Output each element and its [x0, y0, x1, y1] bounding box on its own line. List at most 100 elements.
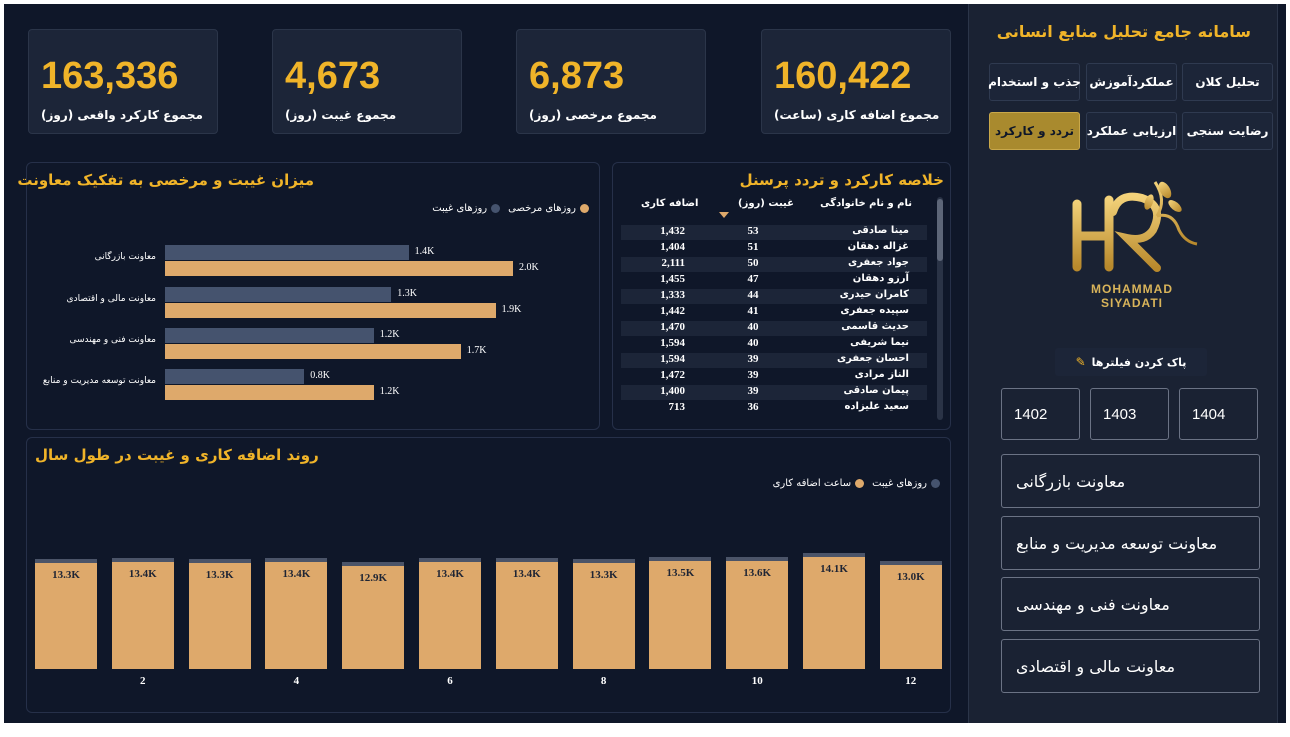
col-header-overtime[interactable]: اضافه کاری — [641, 198, 699, 209]
table-row: کامران حیدری 44 1,333 — [621, 289, 927, 304]
table-row: سپیده جعفری 41 1,442 — [621, 305, 927, 320]
x-tick-label: 12 — [905, 675, 917, 687]
x-tick-label: 10 — [751, 675, 763, 687]
table-row: الناز مرادی 39 1,472 — [621, 369, 927, 384]
nav-macro-analysis[interactable]: تحلیل کلان — [1182, 63, 1273, 101]
leave-legend-dot — [580, 204, 589, 213]
bar-overtime — [572, 563, 635, 669]
bar-absence — [649, 557, 712, 562]
bar-absence — [419, 558, 481, 563]
bar-label-leave: 1.2K — [379, 386, 400, 397]
personnel-summary-table: خلاصه کارکرد و تردد پرسنل نام و نام خانو… — [612, 162, 951, 430]
bar-absence — [165, 245, 409, 260]
cell-overtime: 1,442 — [660, 305, 685, 317]
cell-overtime: 1,472 — [660, 369, 685, 381]
cell-name: پیمان صادقی — [843, 385, 909, 396]
kpi-label: مجموع کارکرد واقعی (روز) — [41, 108, 203, 122]
kpi-card-leave: 6,873 مجموع مرخصی (روز) — [516, 29, 706, 134]
bar-absence — [572, 559, 635, 563]
bar-absence — [165, 369, 305, 384]
cell-overtime: 1,432 — [660, 225, 685, 237]
slicer-engineering[interactable]: معاونت فنی و مهندسی — [1001, 577, 1260, 631]
clear-filters-button[interactable]: پاک کردن فیلترها ✎ — [1055, 348, 1207, 376]
nav-attendance-active[interactable]: تردد و کارکرد — [989, 112, 1080, 150]
bar-absence — [342, 562, 405, 567]
bar-overtime — [495, 562, 558, 669]
x-tick-label: 8 — [600, 675, 607, 687]
chart-legend: روزهای مرخصی روزهای غیبت — [432, 203, 589, 214]
bar-overtime — [419, 562, 481, 669]
kpi-card-absence: 4,673 مجموع غیبت (روز) — [272, 29, 462, 134]
table-row: نیما شریفی 40 1,594 — [621, 337, 927, 352]
bar-absence — [35, 559, 97, 563]
x-tick-label: 4 — [293, 675, 300, 687]
table-row: پیمان صادقی 39 1,400 — [621, 385, 927, 400]
x-tick-label: 6 — [447, 675, 453, 687]
slicer-commerce[interactable]: معاونت بازرگانی — [1001, 454, 1260, 508]
kpi-card-actual-work: 163,336 مجموع کارکرد واقعی (روز) — [28, 29, 218, 134]
cell-name: نیما شریفی — [850, 337, 909, 348]
bar-overtime — [111, 562, 174, 669]
cell-absence: 51 — [747, 241, 759, 253]
hr-logo-mark-icon — [1072, 181, 1198, 272]
year-button-1404[interactable]: 1404 — [1179, 388, 1258, 440]
cell-absence: 41 — [747, 305, 759, 317]
nav-training[interactable]: عملکردآموزش — [1086, 63, 1177, 101]
cell-name: جواد جعفری — [848, 257, 909, 268]
kpi-label: مجموع اضافه کاری (ساعت) — [774, 108, 940, 122]
category-label: معاونت مالی و اقتصادی — [66, 294, 156, 304]
bar-leave — [165, 261, 513, 276]
cell-absence: 53 — [747, 225, 759, 237]
bar-label-overtime: 13.4K — [128, 568, 157, 581]
table-row: احسان جعفری 39 1,594 — [621, 353, 927, 368]
cell-name: سعید علیزاده — [844, 401, 910, 412]
table-title: خلاصه کارکرد و تردد پرسنل — [739, 171, 944, 189]
nav-recruitment[interactable]: جذب و استخدام — [988, 63, 1081, 101]
nav-performance-review[interactable]: ارزیابی عملکرد — [1086, 112, 1177, 150]
bar-label-leave: 2.0K — [519, 262, 539, 273]
bar-label-leave: 1.7K — [466, 345, 487, 356]
cell-name: مینا صادقی — [852, 225, 909, 236]
x-tick-label: 2 — [140, 675, 146, 687]
cell-overtime: 1,404 — [660, 241, 685, 253]
cell-absence: 39 — [747, 353, 759, 365]
year-button-1402[interactable]: 1402 — [1001, 388, 1080, 440]
table-row: آرزو دهقان 47 1,455 — [621, 273, 927, 288]
cell-name: غزاله دهقان — [847, 241, 909, 252]
bar-absence — [879, 561, 942, 566]
slicer-management-development[interactable]: معاونت توسعه مدیریت و منابع — [1001, 516, 1260, 570]
absence-legend-dot — [931, 479, 940, 488]
bar-label-overtime: 12.9K — [359, 572, 388, 585]
legend-overtime: ساعت اضافه کاری — [772, 478, 852, 489]
absence-legend-dot — [491, 204, 501, 213]
legend-absence: روزهای غیبت — [872, 478, 927, 489]
slicer-finance[interactable]: معاونت مالی و اقتصادی — [1001, 639, 1260, 693]
kpi-value: 160,422 — [774, 55, 912, 97]
table-scrollbar-thumb[interactable] — [937, 199, 943, 261]
table-row: سعید علیزاده 36 713 — [621, 401, 927, 416]
nav-satisfaction[interactable]: رضایت سنجی — [1182, 112, 1273, 150]
logo-text-line1: MOHAMMAD — [1091, 282, 1173, 296]
year-button-1403[interactable]: 1403 — [1090, 388, 1169, 440]
bar-overtime — [649, 561, 712, 669]
cell-name: سپیده جعفری — [840, 305, 909, 316]
table-scrollbar-track[interactable] — [937, 197, 943, 420]
bar-label-overtime: 13.4K — [436, 568, 464, 581]
category-label: معاونت توسعه مدیریت و منابع — [42, 376, 156, 386]
col-header-absence[interactable]: غیبت (روز) — [738, 198, 794, 209]
cell-absence: 44 — [747, 289, 759, 301]
bar-absence — [165, 287, 392, 302]
app-title: سامانه جامع تحلیل منابع انسانی — [996, 22, 1251, 41]
bar-label-absence: 1.4K — [414, 246, 435, 257]
broom-icon: ✎ — [1075, 355, 1086, 369]
cell-name: آرزو دهقان — [852, 273, 909, 284]
logo-text-line2: SIYADATI — [1100, 296, 1163, 310]
bar-absence — [188, 559, 251, 563]
bar-absence — [111, 558, 174, 563]
table-row: حدیث قاسمی 40 1,470 — [621, 321, 927, 336]
cell-overtime: 1,333 — [660, 289, 685, 301]
col-header-name[interactable]: نام و نام خانوادگی — [820, 198, 912, 209]
chart-title: روند اضافه کاری و غیبت در طول سال — [35, 446, 319, 464]
bar-label-overtime: 13.4K — [282, 568, 311, 581]
cell-overtime: 1,470 — [660, 321, 685, 333]
